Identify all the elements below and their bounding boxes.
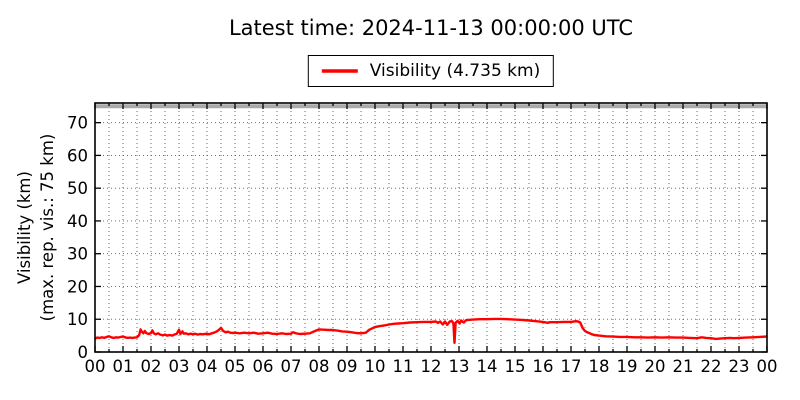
svg-text:20: 20 bbox=[67, 277, 88, 296]
legend-label: Visibility (4.735 km) bbox=[369, 61, 541, 81]
svg-text:03: 03 bbox=[169, 357, 190, 376]
y-axis-label-line2: (max. rep. vis.: 75 km) bbox=[38, 134, 57, 322]
svg-text:12: 12 bbox=[421, 357, 442, 376]
svg-text:15: 15 bbox=[505, 357, 526, 376]
svg-text:08: 08 bbox=[309, 357, 330, 376]
svg-text:23: 23 bbox=[729, 357, 750, 376]
svg-text:17: 17 bbox=[561, 357, 582, 376]
svg-text:01: 01 bbox=[113, 357, 134, 376]
svg-text:00: 00 bbox=[85, 357, 106, 376]
chart-title: Latest time: 2024-11-13 00:00:00 UTC bbox=[228, 16, 634, 40]
axes-frame bbox=[94, 102, 768, 353]
svg-text:20: 20 bbox=[645, 357, 666, 376]
svg-text:10: 10 bbox=[67, 310, 88, 329]
svg-text:70: 70 bbox=[67, 114, 88, 133]
svg-text:19: 19 bbox=[617, 357, 638, 376]
svg-text:40: 40 bbox=[67, 212, 88, 231]
svg-text:06: 06 bbox=[253, 357, 274, 376]
svg-text:07: 07 bbox=[281, 357, 302, 376]
svg-text:02: 02 bbox=[141, 357, 162, 376]
svg-text:10: 10 bbox=[365, 357, 386, 376]
svg-text:50: 50 bbox=[67, 179, 88, 198]
svg-text:11: 11 bbox=[393, 357, 414, 376]
svg-text:0: 0 bbox=[78, 343, 89, 362]
y-axis-label-line1: Visibility (km) bbox=[15, 171, 34, 284]
x-tick-labels: 00 01 02 03 04 05 06 07 08 09 10 11 12 13 14 15 16 17 18 19… bbox=[85, 357, 778, 376]
legend-line-swatch-icon bbox=[321, 69, 358, 73]
svg-text:14: 14 bbox=[477, 357, 498, 376]
svg-text:60: 60 bbox=[67, 146, 88, 165]
svg-text:00: 00 bbox=[757, 357, 778, 376]
visibility-line bbox=[94, 317, 768, 344]
svg-text:16: 16 bbox=[533, 357, 554, 376]
svg-text:13: 13 bbox=[449, 357, 470, 376]
svg-text:18: 18 bbox=[589, 357, 610, 376]
y-tick-labels: 0 10 20 30 40 50 60 70 bbox=[67, 114, 88, 362]
svg-text:22: 22 bbox=[701, 357, 722, 376]
axis-ticks bbox=[94, 103, 768, 353]
svg-text:09: 09 bbox=[337, 357, 358, 376]
svg-text:05: 05 bbox=[225, 357, 246, 376]
svg-text:21: 21 bbox=[673, 357, 694, 376]
gridlines bbox=[95, 103, 767, 352]
legend: Visibility (4.735 km) bbox=[307, 55, 555, 87]
svg-text:04: 04 bbox=[197, 357, 218, 376]
svg-text:30: 30 bbox=[67, 245, 88, 264]
